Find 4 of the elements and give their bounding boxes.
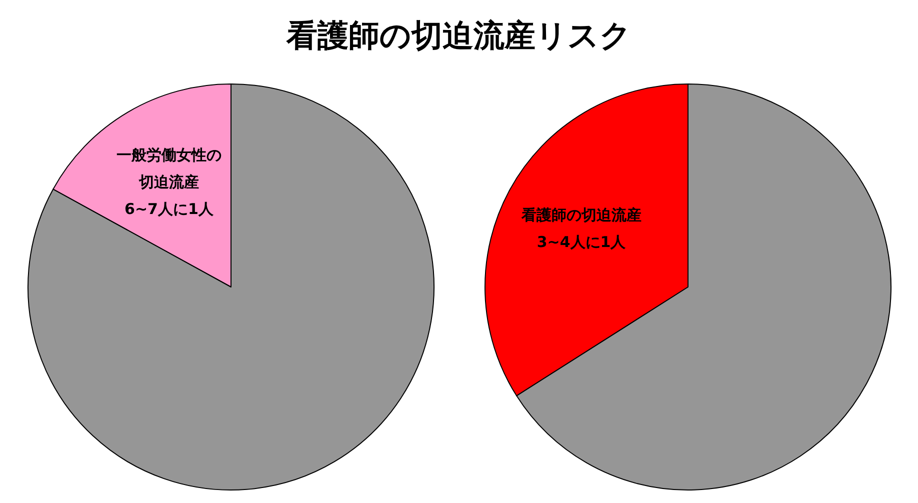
slice-label: 看護師の切迫流産3~4人に1人 <box>520 206 642 251</box>
chart-title: 看護師の切迫流産リスク <box>286 18 632 54</box>
pie-slice <box>28 84 434 490</box>
slice-label: 一般労働女性の切迫流産6~7人に1人 <box>116 146 222 218</box>
